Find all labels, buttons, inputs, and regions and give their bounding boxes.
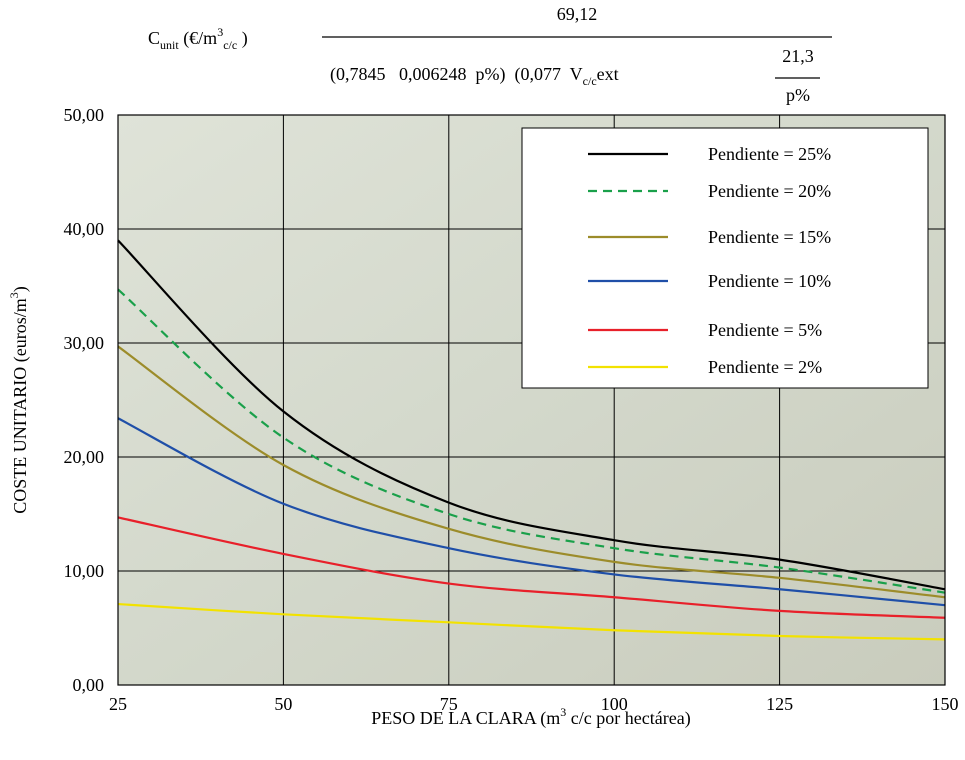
- legend-label: Pendiente = 20%: [708, 181, 831, 201]
- y-tick-label: 30,00: [64, 333, 105, 353]
- y-tick-label: 50,00: [64, 105, 105, 125]
- formula-numerator: 69,12: [557, 4, 598, 24]
- series-line: [117, 417, 946, 607]
- y-axis-title-part: 3: [7, 292, 21, 298]
- formula-lhs-part: (€/m: [179, 28, 218, 49]
- series-line: [117, 516, 946, 619]
- formula-lhs-part: C: [148, 28, 160, 48]
- y-tick-label: 0,00: [73, 675, 105, 695]
- legend: Pendiente = 25% Pendiente = 20% Pendiente …: [521, 127, 929, 389]
- formula-inner-numerator: 21,3: [782, 46, 814, 66]
- legend-box: [521, 127, 929, 389]
- x-tick-label: 125: [766, 694, 793, 714]
- formula-denominator: (0,7845 0,006248 p%) (0,077 Vc/cext: [330, 64, 619, 88]
- x-axis-title-part: c/c por hectárea): [566, 708, 690, 729]
- series-line: [117, 288, 946, 594]
- formula-denominator-part: (0,7845 0,006248 p%) (0,077 V: [330, 64, 583, 85]
- x-tick-label: 25: [109, 694, 127, 714]
- legend-label: Pendiente = 15%: [708, 227, 831, 247]
- formula-denominator-part: c/c: [583, 74, 597, 88]
- legend-label: Pendiente = 25%: [708, 144, 831, 164]
- x-axis-title-part: PESO DE LA CLARA (m: [371, 708, 560, 729]
- x-tick-label: 50: [274, 694, 292, 714]
- legend-label: Pendiente = 10%: [708, 271, 831, 291]
- plot-frame: [117, 114, 946, 686]
- formula-lhs-part: ): [237, 28, 248, 49]
- series-line: [117, 239, 946, 591]
- series-line: [117, 345, 946, 599]
- y-axis-title: COSTE UNITARIO (euros/m3): [7, 286, 31, 514]
- formula-inner-denominator: p%: [786, 85, 810, 105]
- x-tick-label: 150: [932, 694, 959, 714]
- legend-label: Pendiente = 5%: [708, 320, 822, 340]
- y-axis-title-part: COSTE UNITARIO (euros/m: [10, 298, 31, 514]
- x-axis-title-part: 3: [560, 705, 566, 719]
- x-tick-label: 75: [440, 694, 458, 714]
- y-tick-label: 20,00: [64, 447, 105, 467]
- y-tick-label: 40,00: [64, 219, 105, 239]
- legend-label: Pendiente = 2%: [708, 357, 822, 377]
- x-tick-label: 100: [601, 694, 628, 714]
- formula-denominator-part: ext: [597, 64, 619, 84]
- formula-lhs-part: c/c: [223, 38, 237, 52]
- x-axis-title: PESO DE LA CLARA (m3 c/c por hectárea): [371, 705, 690, 729]
- formula-lhs: Cunit (€/m3c/c ): [148, 25, 248, 52]
- y-tick-label: 10,00: [64, 561, 105, 581]
- formula-lhs-part: 3: [217, 25, 223, 39]
- y-axis-title-part: ): [10, 286, 31, 292]
- lines: [117, 239, 946, 641]
- series-line: [117, 602, 946, 641]
- formula-lhs-part: unit: [160, 38, 179, 52]
